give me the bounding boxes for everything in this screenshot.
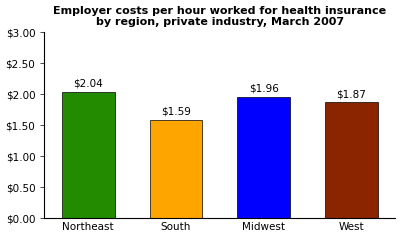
Bar [325, 102, 378, 218]
Text: $2.04: $2.04 [73, 79, 103, 89]
Text: $1.96: $1.96 [249, 84, 279, 94]
Bar [62, 92, 115, 218]
Bar [150, 120, 203, 218]
Bar [237, 97, 290, 218]
Title: Employer costs per hour worked for health insurance
by region, private industry,: Employer costs per hour worked for healt… [53, 5, 387, 27]
Text: $1.59: $1.59 [161, 106, 191, 116]
Text: $1.87: $1.87 [336, 89, 367, 99]
